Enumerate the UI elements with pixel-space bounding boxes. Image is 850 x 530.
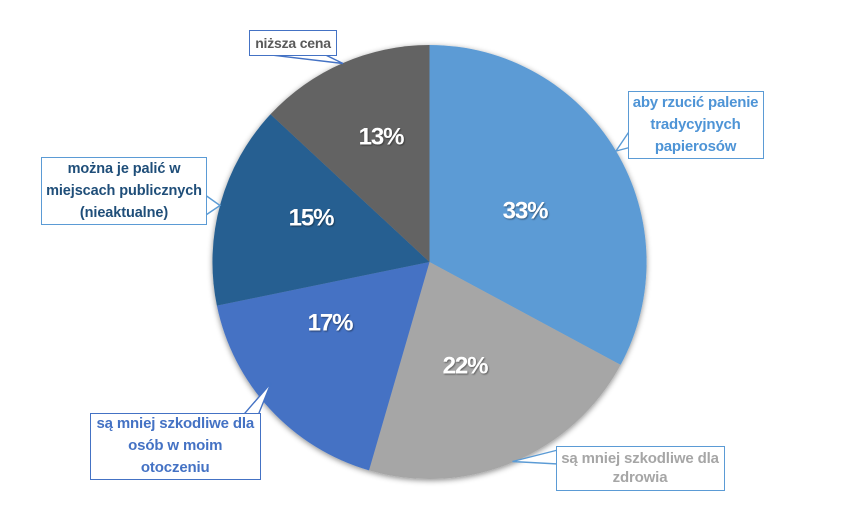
- svg-text:15%: 15%: [289, 205, 334, 232]
- svg-text:33%: 33%: [503, 198, 548, 225]
- svg-text:17%: 17%: [308, 310, 353, 337]
- svg-text:13%: 13%: [359, 124, 404, 151]
- svg-text:22%: 22%: [443, 353, 488, 380]
